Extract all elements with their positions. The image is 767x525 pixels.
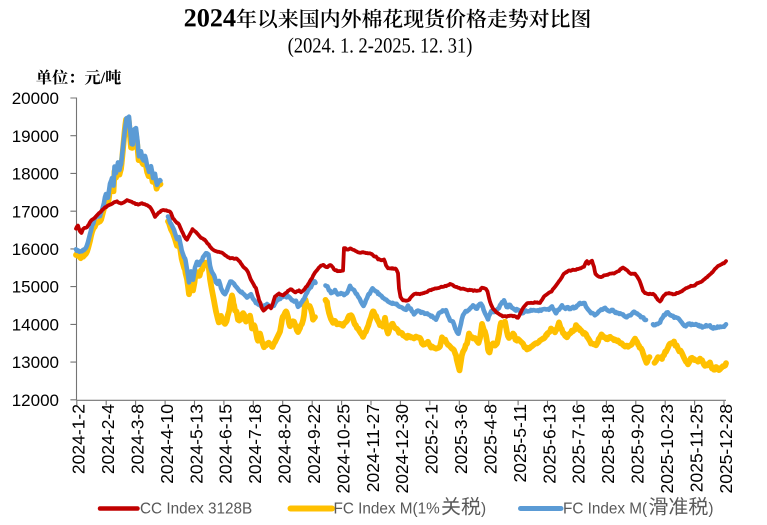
svg-text:16000: 16000 [12,240,59,259]
svg-text:CC Index 3128B: CC Index 3128B [140,501,252,518]
svg-text:2024-11-27: 2024-11-27 [363,404,383,492]
svg-text:2024-8-20: 2024-8-20 [275,404,295,484]
svg-text:2025-8-18: 2025-8-18 [598,404,618,484]
svg-text:14000: 14000 [12,316,59,335]
svg-text:2024-4-10: 2024-4-10 [157,404,177,484]
svg-text:18000: 18000 [12,165,59,184]
svg-text:2024-6-15: 2024-6-15 [216,404,236,484]
svg-text:17000: 17000 [12,202,59,221]
svg-text:2025-6-13: 2025-6-13 [539,404,559,484]
svg-text:2025-9-20: 2025-9-20 [628,404,648,484]
svg-text:2024-12-30: 2024-12-30 [392,404,412,494]
svg-text:13000: 13000 [12,353,59,372]
svg-text:2024-5-13: 2024-5-13 [186,404,206,484]
svg-text:2025-3-6: 2025-3-6 [451,404,471,474]
svg-text:12000: 12000 [12,391,59,410]
svg-text:15000: 15000 [12,278,59,297]
svg-text:2025-5-11: 2025-5-11 [510,404,530,483]
svg-text:2024-10-25: 2024-10-25 [333,404,353,494]
svg-text:2024-9-22: 2024-9-22 [304,404,324,484]
svg-text:FC Index M(: FC Index M( [563,501,647,518]
svg-text:): ) [481,501,486,518]
svg-text:2024-7-18: 2024-7-18 [245,404,265,484]
svg-text:19000: 19000 [12,127,59,146]
svg-text:2025-10-23: 2025-10-23 [657,404,677,494]
svg-text:FC Index M(1%: FC Index M(1% [334,501,441,518]
svg-text:2025-2-1: 2025-2-1 [422,404,442,474]
svg-text:2025-4-8: 2025-4-8 [481,404,501,474]
svg-text:2024-2-4: 2024-2-4 [98,404,118,474]
svg-text:2025-7-16: 2025-7-16 [569,404,589,484]
svg-text:2025-11-25: 2025-11-25 [686,404,706,492]
svg-text:2024-1-2: 2024-1-2 [69,404,89,474]
svg-text:): ) [708,501,713,518]
svg-text:20000: 20000 [12,89,59,108]
svg-text:2025-12-28: 2025-12-28 [716,404,736,494]
svg-text:2024-3-8: 2024-3-8 [127,404,147,474]
